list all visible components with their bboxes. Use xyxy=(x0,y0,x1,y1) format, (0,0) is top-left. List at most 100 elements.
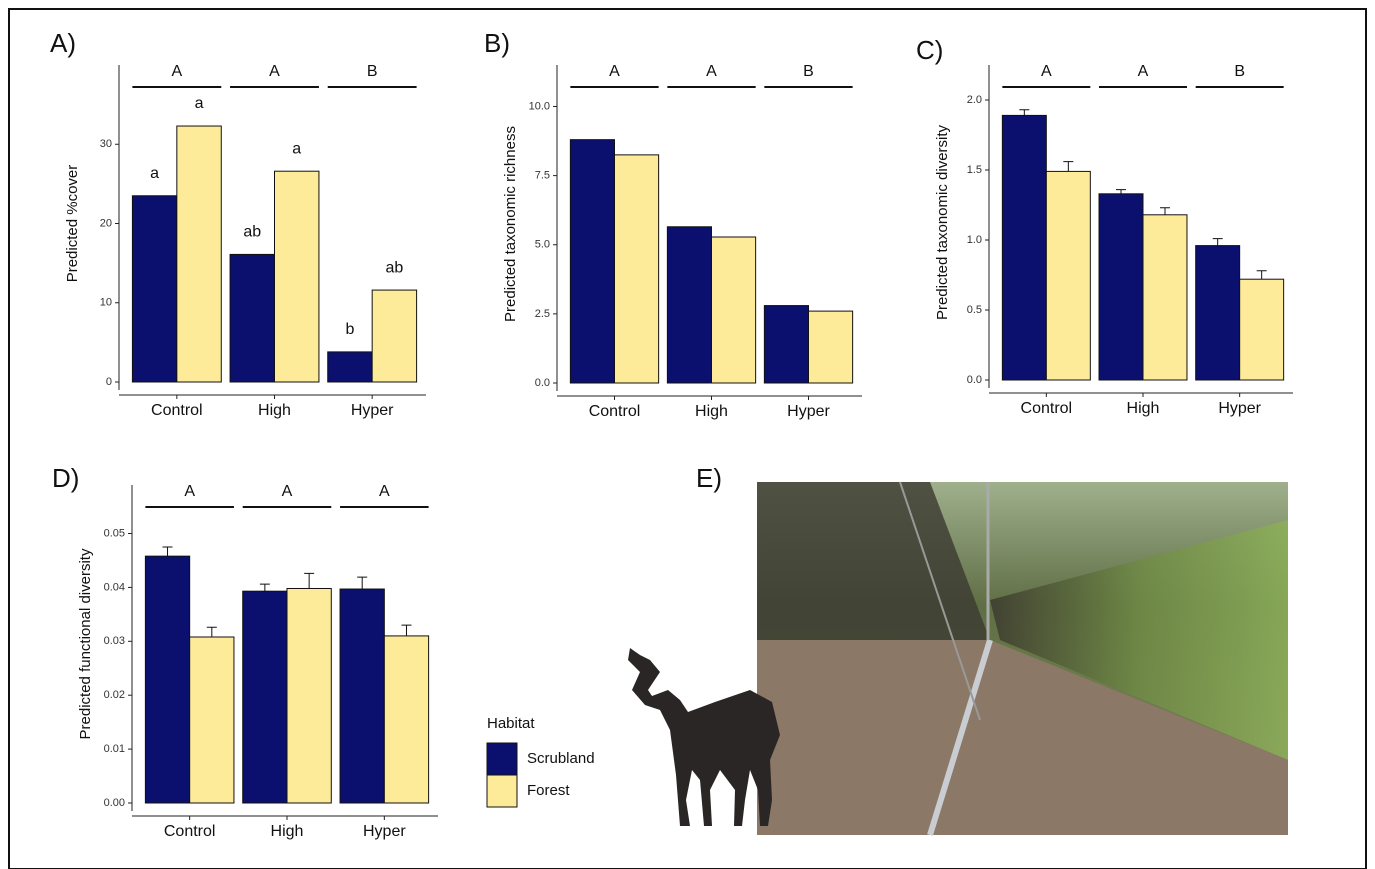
group-letter: A xyxy=(184,483,195,500)
y-tick-label: 0.0 xyxy=(967,374,982,386)
bar xyxy=(384,636,428,803)
group-letter: A xyxy=(706,63,717,80)
bar xyxy=(243,591,287,803)
x-tick-label: Hyper xyxy=(1218,400,1261,417)
bar xyxy=(1002,115,1046,380)
error-bar xyxy=(357,577,367,589)
bar xyxy=(1046,171,1090,380)
group-letter: B xyxy=(803,63,814,80)
bar-letter: ab xyxy=(385,259,403,276)
legend-label: Scrubland xyxy=(527,750,595,767)
bar xyxy=(372,290,416,382)
x-tick-label: High xyxy=(271,823,304,840)
bar-letter: a xyxy=(292,140,301,157)
x-tick-label: Hyper xyxy=(351,402,394,419)
y-tick-label: 0.05 xyxy=(104,527,125,539)
error-bar xyxy=(1116,190,1126,194)
y-tick-label: 0 xyxy=(106,376,112,388)
bar xyxy=(1196,246,1240,380)
error-bar xyxy=(401,625,411,636)
bar xyxy=(667,227,711,383)
x-tick-label: Hyper xyxy=(363,823,406,840)
group-letter: B xyxy=(1234,63,1245,80)
bar xyxy=(615,155,659,383)
y-tick-label: 10.0 xyxy=(529,100,550,112)
group-letter: A xyxy=(1041,63,1052,80)
bar xyxy=(328,352,372,382)
bar-letter: ab xyxy=(243,224,261,241)
x-tick-label: Control xyxy=(151,402,203,419)
y-tick-label: 30 xyxy=(100,138,112,150)
y-tick-label: 0.01 xyxy=(104,743,125,755)
bar xyxy=(764,306,808,383)
panel-label: C) xyxy=(916,35,943,65)
error-bar xyxy=(163,547,173,556)
error-bar xyxy=(1257,271,1267,279)
bar xyxy=(340,589,384,803)
bar-letter: a xyxy=(195,95,204,112)
legend-swatch xyxy=(487,775,517,807)
y-tick-label: 2.5 xyxy=(535,308,550,320)
y-tick-label: 1.0 xyxy=(967,234,982,246)
x-tick-label: High xyxy=(695,403,728,420)
group-letter: A xyxy=(282,483,293,500)
y-tick-label: 0.0 xyxy=(535,377,550,389)
y-tick-label: 0.03 xyxy=(104,635,125,647)
bar-letter: a xyxy=(150,165,159,182)
x-tick-label: Control xyxy=(589,403,641,420)
y-tick-label: 1.5 xyxy=(967,164,982,176)
y-tick-label: 0.00 xyxy=(104,797,125,809)
bar xyxy=(809,311,853,383)
group-letter: B xyxy=(367,63,378,80)
x-tick-label: High xyxy=(258,402,291,419)
legend-label: Forest xyxy=(527,782,570,799)
error-bar xyxy=(1019,110,1029,116)
bar xyxy=(177,126,221,382)
error-bar xyxy=(207,627,217,637)
y-tick-label: 7.5 xyxy=(535,170,550,182)
bar xyxy=(132,196,176,382)
bar xyxy=(275,171,319,382)
bar xyxy=(1143,215,1187,380)
bar xyxy=(190,637,234,803)
error-bar xyxy=(304,573,314,588)
bar xyxy=(712,237,756,383)
photo xyxy=(757,482,1288,835)
y-tick-label: 20 xyxy=(100,217,112,229)
x-tick-label: Hyper xyxy=(787,403,830,420)
bar xyxy=(230,254,274,382)
y-tick-label: 0.02 xyxy=(104,689,125,701)
group-letter: A xyxy=(609,63,620,80)
panel-label: D) xyxy=(52,463,79,493)
panel-label: E) xyxy=(696,463,722,493)
y-tick-label: 0.5 xyxy=(967,304,982,316)
x-tick-label: Control xyxy=(1021,400,1073,417)
bar-letter: b xyxy=(345,321,354,338)
group-letter: A xyxy=(171,63,182,80)
error-bar xyxy=(1063,162,1073,172)
error-bar xyxy=(1213,239,1223,246)
panel-label: A) xyxy=(50,28,76,58)
y-tick-label: 2.0 xyxy=(967,94,982,106)
group-letter: A xyxy=(379,483,390,500)
error-bar xyxy=(260,584,270,591)
y-tick-label: 5.0 xyxy=(535,239,550,251)
y-axis-label: Predicted %cover xyxy=(64,165,81,283)
y-tick-label: 10 xyxy=(100,297,112,309)
bar xyxy=(570,140,614,383)
bar xyxy=(1099,194,1143,380)
bar xyxy=(145,556,189,803)
legend-title: Habitat xyxy=(487,715,535,732)
legend: Habitat xyxy=(487,715,535,732)
x-tick-label: Control xyxy=(164,823,216,840)
group-letter: A xyxy=(269,63,280,80)
panel-label: B) xyxy=(484,28,510,58)
figure: E) Habitat A) Predicted %cover 0 10 20 30 Cont… xyxy=(0,0,1375,869)
group-letter: A xyxy=(1138,63,1149,80)
error-bar xyxy=(1160,208,1170,215)
y-axis-label: Predicted taxonomic diversity xyxy=(934,124,951,320)
y-axis-label: Predicted taxonomic richness xyxy=(502,126,519,322)
y-tick-label: 0.04 xyxy=(104,581,125,593)
x-tick-label: High xyxy=(1127,400,1160,417)
legend-swatch xyxy=(487,743,517,775)
